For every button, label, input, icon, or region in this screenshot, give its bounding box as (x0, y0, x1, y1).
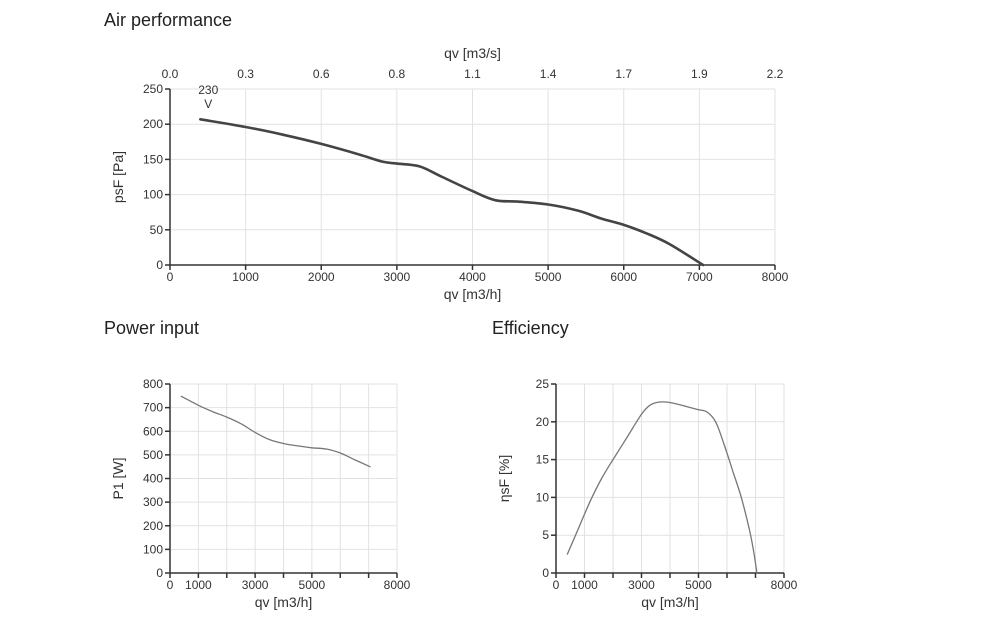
x-axis-label: qv [m3/h] (444, 286, 502, 302)
x-tick-label: 7000 (686, 270, 713, 284)
series-line (566, 401, 758, 574)
y-tick-label: 5 (542, 528, 549, 542)
x-axis-label: qv [m3/h] (255, 594, 313, 610)
x2-tick-label: 1.9 (691, 67, 708, 81)
y-tick-label: 0 (156, 258, 163, 272)
y-tick-label: 700 (143, 401, 163, 415)
y-tick-label: 25 (536, 377, 550, 391)
x-tick-label: 3000 (384, 270, 411, 284)
y-tick-label: 100 (143, 188, 163, 202)
curve-annotation-voltage: 230 (198, 83, 218, 97)
y-tick-label: 100 (143, 542, 163, 556)
y-tick-label: 250 (143, 82, 163, 96)
x2-tick-label: 0.6 (313, 67, 330, 81)
y-tick-label: 200 (143, 519, 163, 533)
x-tick-label: 3000 (628, 578, 655, 592)
x-tick-label: 0 (167, 270, 174, 284)
y-tick-label: 600 (143, 424, 163, 438)
x2-axis-label: qv [m3/s] (444, 45, 501, 61)
x2-tick-label: 1.7 (615, 67, 632, 81)
x2-tick-label: 0.8 (389, 67, 406, 81)
chart-efficiency: 0 5 10 15 20 25 0 1000 3000 5000 8000 qv [m3/h] ηsF … (496, 377, 798, 610)
y-tick-label: 50 (150, 223, 164, 237)
efficiency-title: Efficiency (492, 318, 569, 338)
x-tick-label: 1000 (571, 578, 598, 592)
x-tick-label: 1000 (185, 578, 212, 592)
y-tick-label: 150 (143, 152, 163, 166)
x2-tick-label: 2.2 (767, 67, 784, 81)
x-tick-label: 8000 (771, 578, 798, 592)
y-tick-label: 500 (143, 448, 163, 462)
y-tick-label: 400 (143, 472, 163, 486)
x-tick-label: 8000 (384, 578, 411, 592)
x2-tick-label: 1.1 (464, 67, 481, 81)
y-tick-label: 20 (536, 415, 550, 429)
x-tick-label: 5000 (685, 578, 712, 592)
y-tick-label: 800 (143, 377, 163, 391)
x2-tick-label: 1.4 (540, 67, 557, 81)
x-tick-label: 0 (167, 578, 174, 592)
x-axis-label: qv [m3/h] (641, 594, 699, 610)
x-tick-label: 5000 (299, 578, 326, 592)
y-tick-label: 0 (156, 566, 163, 580)
x-tick-label: 4000 (459, 270, 486, 284)
y-axis-label: psF [Pa] (110, 151, 126, 203)
y-tick-label: 0 (542, 566, 549, 580)
x-tick-label: 6000 (610, 270, 637, 284)
x2-tick-label: 0.3 (237, 67, 254, 81)
series-line (180, 395, 371, 468)
x-tick-label: 1000 (232, 270, 259, 284)
curve-annotation-unit: V (204, 97, 212, 111)
air-performance-title: Air performance (104, 10, 233, 30)
x-tick-label: 8000 (762, 270, 789, 284)
x-tick-label: 3000 (242, 578, 269, 592)
x2-tick-label: 0.0 (162, 67, 179, 81)
x-tick-label: 0 (553, 578, 560, 592)
power-input-title: Power input (104, 318, 200, 338)
x-tick-label: 2000 (308, 270, 335, 284)
x-tick-label: 5000 (535, 270, 562, 284)
y-tick-label: 10 (536, 490, 550, 504)
chart-air: 0 50 100 150 200 250 0 1000 2000 3000 4000 5000 6000… (110, 45, 789, 302)
y-tick-label: 300 (143, 495, 163, 509)
series-line (199, 118, 705, 267)
y-axis-label: ηsF [%] (496, 455, 512, 502)
y-tick-label: 15 (536, 453, 550, 467)
y-tick-label: 200 (143, 117, 163, 131)
y-axis-label: P1 [W] (110, 457, 126, 499)
